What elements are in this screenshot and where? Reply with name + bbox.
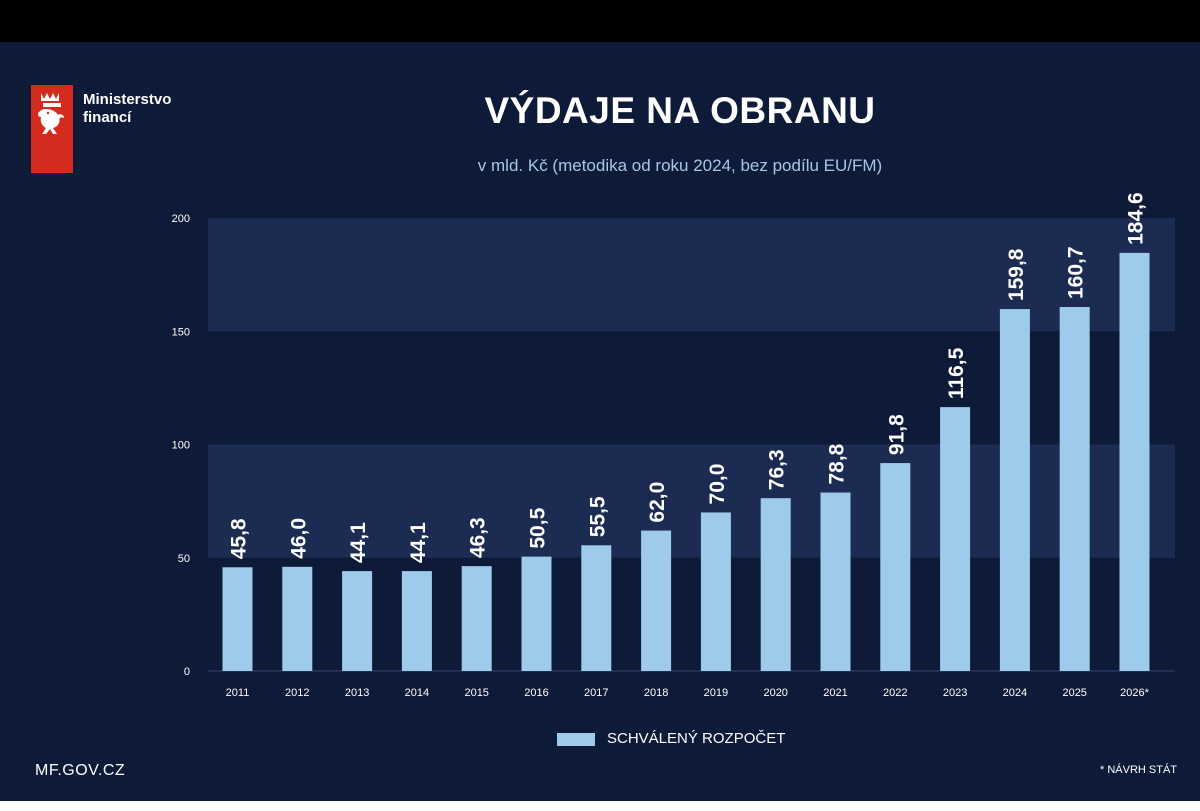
bar [820, 492, 851, 671]
data-label: 44,1 [347, 522, 370, 563]
data-label: 45,8 [228, 518, 251, 559]
chart-subtitle: v mld. Kč (metodika od roku 2024, bez po… [477, 156, 883, 175]
data-label: 46,0 [287, 518, 310, 559]
website-label: MF.GOV.CZ [35, 762, 126, 779]
data-label: 160,7 [1065, 246, 1088, 299]
bar [1119, 252, 1150, 672]
bar [1059, 307, 1090, 671]
y-tick-label: 50 [178, 553, 190, 565]
data-label: 55,5 [586, 496, 609, 537]
x-tick-label: 2022 [883, 687, 907, 699]
data-label: 91,8 [885, 414, 908, 455]
x-tick-label: 2024 [1003, 687, 1027, 699]
bar [521, 556, 552, 671]
bar [461, 566, 492, 671]
x-tick-label: 2013 [345, 687, 369, 699]
x-tick-label: 2023 [943, 687, 967, 699]
bar-chart: 0 50 100 150 200 2011 45,8 2012 46,0 2013 44,1 2014… [172, 192, 1175, 699]
x-tick-label: 2016 [524, 687, 548, 699]
x-tick-label: 2014 [405, 687, 429, 699]
y-tick-label: 100 [172, 440, 190, 452]
data-label: 46,3 [467, 517, 490, 558]
legend-label: SCHVÁLENÝ ROZPOČET [607, 730, 786, 747]
legend-swatch [557, 733, 595, 746]
y-tick-label: 150 [172, 326, 190, 338]
czech-lion-emblem-icon [31, 85, 73, 173]
data-label: 70,0 [706, 464, 729, 505]
x-tick-label: 2015 [464, 687, 488, 699]
bar [700, 512, 731, 671]
x-tick-label: 2019 [704, 687, 728, 699]
bar [641, 530, 672, 671]
x-tick-label: 2026* [1120, 687, 1149, 699]
x-tick-label: 2020 [763, 687, 787, 699]
x-tick-label: 2012 [285, 687, 309, 699]
slide: Ministerstvo financí VÝDAJE NA OBRANU v … [0, 42, 1200, 801]
x-tick-label: 2025 [1062, 687, 1086, 699]
bar [342, 571, 373, 671]
top-black-bar [0, 0, 1200, 42]
data-label: 44,1 [407, 522, 430, 563]
bottom-white-strip [0, 801, 1200, 811]
footnote: * NÁVRH STÁT [1100, 764, 1178, 776]
bar [880, 463, 911, 671]
bar [282, 566, 313, 671]
data-label: 78,8 [826, 443, 849, 484]
data-label: 116,5 [945, 347, 968, 399]
bar [222, 567, 253, 671]
grid-band [208, 218, 1175, 332]
bar [760, 498, 791, 671]
data-label: 159,8 [1005, 248, 1028, 301]
ministry-name-line1: Ministerstvo [83, 91, 172, 108]
x-tick-label: 2017 [584, 687, 608, 699]
data-label: 62,0 [646, 482, 669, 523]
x-tick-label: 2021 [823, 687, 847, 699]
y-tick-label: 200 [172, 213, 190, 225]
data-label: 50,5 [527, 507, 550, 548]
ministry-name: Ministerstvo financí [83, 91, 171, 127]
x-tick-label: 2018 [644, 687, 668, 699]
ministry-logo: Ministerstvo financí [31, 85, 191, 173]
data-label: 184,6 [1125, 192, 1148, 245]
x-tick-label: 2011 [226, 687, 250, 699]
bar [940, 407, 971, 671]
bar [999, 309, 1030, 671]
bar [401, 571, 432, 671]
bar [581, 545, 612, 671]
ministry-name-line2: financí [83, 109, 132, 126]
y-tick-label: 0 [184, 666, 190, 678]
data-label: 76,3 [766, 449, 789, 490]
chart-title: VÝDAJE NA OBRANU [484, 90, 876, 131]
